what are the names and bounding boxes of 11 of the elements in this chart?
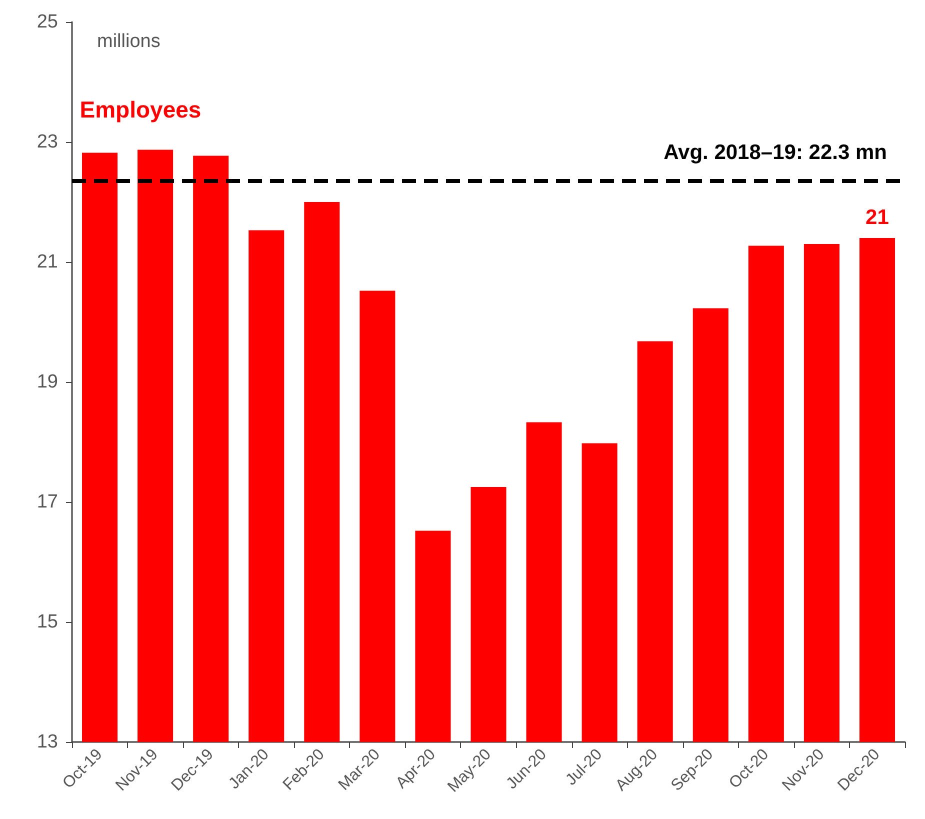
y-tick-label: 17 <box>36 492 58 512</box>
y-tick-label: 25 <box>36 12 58 32</box>
y-tick-label: 23 <box>36 132 58 152</box>
y-tick-label: 21 <box>36 252 58 272</box>
y-tick-label: 13 <box>36 732 58 752</box>
y-tick-label: 15 <box>36 612 58 632</box>
series-label: Employees <box>80 96 202 122</box>
y-tick-label: 19 <box>36 372 58 392</box>
y-axis-title: millions <box>97 31 160 52</box>
ref-line-label: Avg. 2018–19: 22.3 mn <box>664 141 887 164</box>
data-label: 21 <box>866 206 890 229</box>
